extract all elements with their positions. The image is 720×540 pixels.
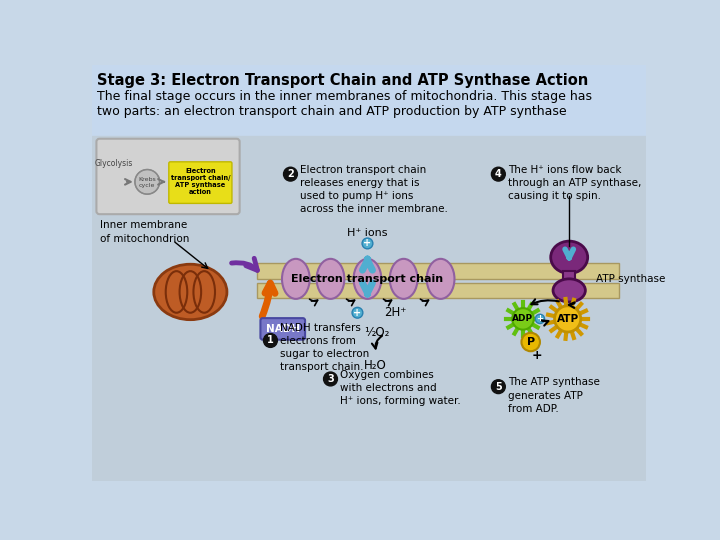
Text: cycle: cycle bbox=[139, 183, 156, 188]
Text: +: + bbox=[536, 314, 544, 323]
Ellipse shape bbox=[427, 259, 454, 299]
Text: H₂O: H₂O bbox=[364, 359, 387, 372]
Text: +: + bbox=[364, 239, 372, 248]
Text: +: + bbox=[531, 349, 542, 362]
Text: ATP synthase: ATP synthase bbox=[596, 274, 665, 284]
Circle shape bbox=[264, 334, 277, 347]
Text: NADH: NADH bbox=[266, 324, 300, 334]
Text: 5: 5 bbox=[495, 382, 502, 392]
Text: ADP: ADP bbox=[513, 314, 534, 323]
Circle shape bbox=[512, 308, 534, 330]
Bar bbox=[92, 65, 647, 136]
Text: two parts: an electron transport chain and ATP production by ATP synthase: two parts: an electron transport chain a… bbox=[97, 105, 567, 118]
Circle shape bbox=[135, 170, 160, 194]
Text: Electron transport chain
releases energy that is
used to pump H⁺ ions
across the: Electron transport chain releases energy… bbox=[300, 165, 448, 214]
Text: The H⁺ ions flow back
through an ATP synthase,
causing it to spin.: The H⁺ ions flow back through an ATP syn… bbox=[508, 165, 641, 201]
Text: 1: 1 bbox=[267, 335, 274, 346]
Text: The ATP synthase
generates ATP
from ADP.: The ATP synthase generates ATP from ADP. bbox=[508, 377, 600, 414]
Circle shape bbox=[352, 307, 363, 318]
Ellipse shape bbox=[551, 241, 588, 273]
Text: Krebs: Krebs bbox=[138, 177, 156, 182]
Ellipse shape bbox=[317, 259, 344, 299]
Text: 3: 3 bbox=[327, 374, 334, 384]
Text: Inner membrane
of mitochondrion: Inner membrane of mitochondrion bbox=[99, 220, 189, 244]
Text: P: P bbox=[526, 337, 535, 347]
Circle shape bbox=[284, 167, 297, 181]
Bar bbox=[563, 271, 575, 288]
Ellipse shape bbox=[282, 259, 310, 299]
Text: 4: 4 bbox=[495, 169, 502, 179]
Text: Electron: Electron bbox=[185, 168, 216, 174]
Circle shape bbox=[521, 333, 540, 351]
Ellipse shape bbox=[154, 264, 227, 320]
Text: transport chain/: transport chain/ bbox=[171, 175, 230, 181]
Text: ½O₂: ½O₂ bbox=[364, 326, 390, 339]
Circle shape bbox=[492, 167, 505, 181]
Text: H⁺ ions: H⁺ ions bbox=[347, 228, 387, 238]
Bar bbox=[92, 136, 647, 481]
Text: Glycolysis: Glycolysis bbox=[94, 159, 132, 168]
Text: ATP: ATP bbox=[557, 314, 579, 324]
Circle shape bbox=[535, 314, 544, 323]
Circle shape bbox=[362, 238, 373, 249]
FancyBboxPatch shape bbox=[168, 162, 232, 204]
Ellipse shape bbox=[354, 259, 382, 299]
Circle shape bbox=[323, 372, 338, 386]
Circle shape bbox=[554, 306, 581, 332]
Text: NADH transfers
electrons from
sugar to electron
transport chain.: NADH transfers electrons from sugar to e… bbox=[281, 323, 369, 373]
Text: Stage 3: Electron Transport Chain and ATP Synthase Action: Stage 3: Electron Transport Chain and AT… bbox=[97, 72, 588, 87]
Text: ATP synthase: ATP synthase bbox=[175, 182, 225, 188]
FancyBboxPatch shape bbox=[261, 318, 305, 340]
Circle shape bbox=[492, 380, 505, 394]
Text: Oxygen combines
with electrons and
H⁺ ions, forming water.: Oxygen combines with electrons and H⁺ io… bbox=[340, 370, 461, 406]
Bar bbox=[257, 283, 619, 298]
Text: The final stage occurs in the inner membranes of mitochondria. This stage has: The final stage occurs in the inner memb… bbox=[97, 90, 592, 103]
Text: action: action bbox=[189, 189, 212, 195]
Text: Electron transport chain: Electron transport chain bbox=[292, 274, 444, 284]
FancyBboxPatch shape bbox=[96, 139, 240, 214]
Text: 2: 2 bbox=[287, 169, 294, 179]
Bar bbox=[257, 264, 619, 279]
Text: +: + bbox=[354, 308, 361, 318]
Ellipse shape bbox=[390, 259, 418, 299]
Ellipse shape bbox=[553, 279, 585, 302]
Text: 2H⁺: 2H⁺ bbox=[384, 306, 407, 319]
